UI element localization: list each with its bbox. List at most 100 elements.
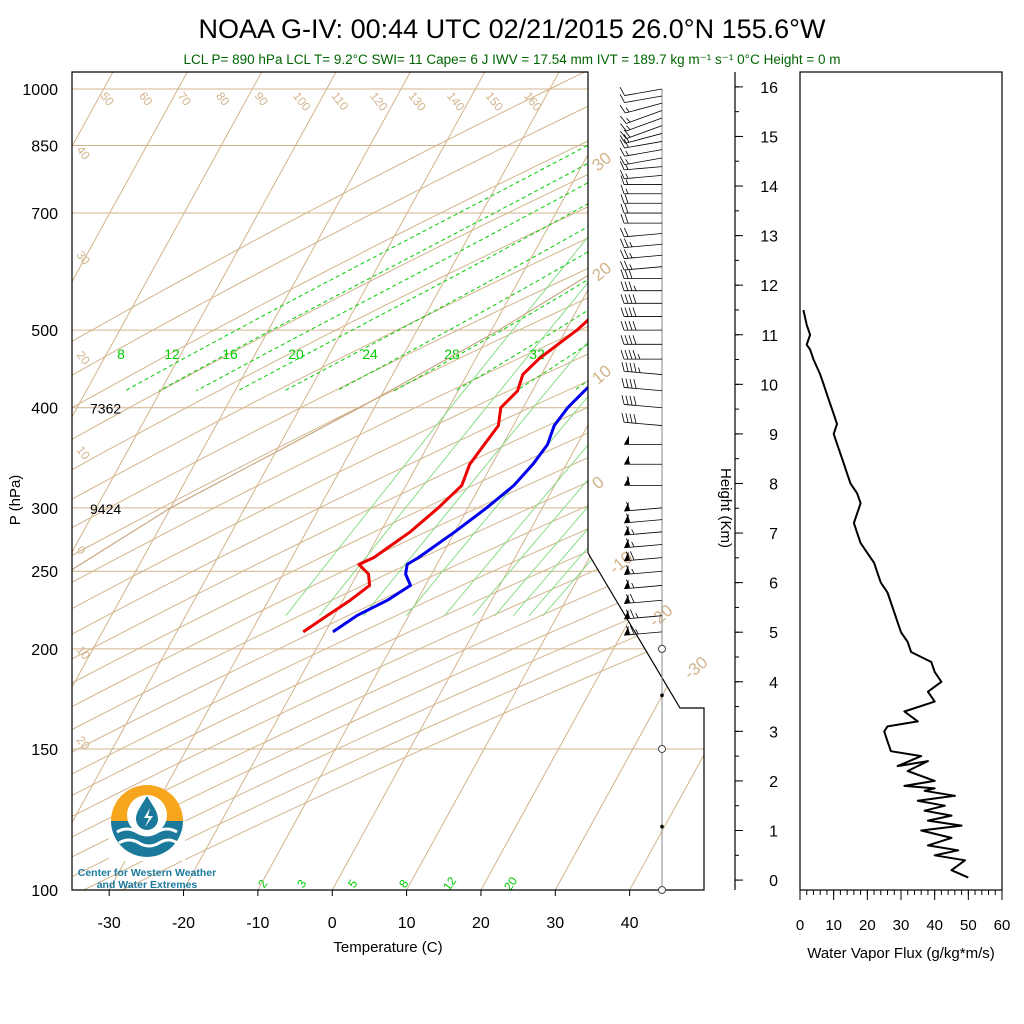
dry-adiabat-line xyxy=(72,72,704,890)
wind-barb xyxy=(620,203,662,214)
logo-text-line1: Center for Western Weather xyxy=(78,867,216,879)
height-tick-label: 5 xyxy=(769,625,778,642)
wind-barb xyxy=(624,455,662,465)
wind-barb xyxy=(620,227,663,238)
adiabat-label: 0 xyxy=(588,472,607,493)
dry-adiabat-line xyxy=(72,72,704,890)
height-tick-label: 11 xyxy=(761,328,778,345)
isotherm-label: 90 xyxy=(252,89,271,108)
dry-adiabat-line xyxy=(83,72,704,890)
isotherm-label: 60 xyxy=(136,89,155,108)
skewt-background-lines xyxy=(72,72,704,890)
adiabat-label: -30 xyxy=(680,653,711,683)
isotherm-line xyxy=(72,72,188,890)
wind-barb xyxy=(624,513,663,524)
wind-barb xyxy=(621,361,663,375)
calm-wind-marker xyxy=(658,886,666,894)
height-tick-label: 7 xyxy=(769,526,778,543)
mixing-ratio-line xyxy=(285,72,704,617)
flux-tick-label: 50 xyxy=(960,917,977,934)
isotherm-line xyxy=(703,72,704,890)
height-tick-label: 14 xyxy=(760,179,778,196)
height-tick-label: 3 xyxy=(769,724,778,741)
pressure-tick-label: 150 xyxy=(31,742,58,759)
wind-barb xyxy=(624,593,663,604)
wind-barb xyxy=(624,579,663,590)
flux-tick-label: 0 xyxy=(796,917,804,934)
wind-barb xyxy=(620,349,662,360)
isotherm-label: 150 xyxy=(483,89,507,114)
height-tick-label: 0 xyxy=(769,873,778,890)
moist-adiabat-line xyxy=(515,72,704,392)
isotherm-label: 30 xyxy=(74,248,93,267)
isotherm-label: 70 xyxy=(175,89,194,108)
moist-adiabat-line xyxy=(196,72,704,392)
moist-adiabat-line xyxy=(237,72,704,392)
pressure-tick-label: 850 xyxy=(31,139,58,156)
dry-adiabat-line xyxy=(72,72,704,890)
skewt-border xyxy=(71,71,705,891)
isotherm-label: 120 xyxy=(367,89,391,114)
height-tick-label: 6 xyxy=(769,576,778,593)
isotherm-label: 130 xyxy=(406,89,430,114)
dry-adiabat-line xyxy=(72,72,585,890)
mixing-ratio-label: 16 xyxy=(222,346,238,362)
chart-subtitle: LCL P= 890 hPa LCL T= 9.2°C SWI= 11 Cape… xyxy=(184,52,841,67)
temperature-tick-label: 30 xyxy=(546,915,564,932)
dry-adiabat-line xyxy=(72,72,704,890)
flux-line xyxy=(802,309,969,879)
dry-adiabat-line xyxy=(72,72,704,890)
dry-adiabat-line xyxy=(72,72,661,890)
height-tick-label: 1 xyxy=(769,824,778,841)
mixing-ratio-line xyxy=(542,72,704,617)
mixing-ratio-label: 24 xyxy=(362,346,378,362)
dewpoint-line xyxy=(332,87,704,634)
temperature-tick-label: -20 xyxy=(172,915,195,932)
dry-adiabat-line xyxy=(72,72,704,890)
cw3e-logo: Center for Western Weather and Water Ext… xyxy=(78,785,216,891)
pressure-tick-label: 1000 xyxy=(22,82,58,99)
dry-adiabat-line xyxy=(72,72,704,890)
wind-barb xyxy=(624,538,663,549)
isotherm-line xyxy=(554,72,704,890)
wind-barb xyxy=(620,175,662,185)
wind-barb xyxy=(620,169,663,180)
wind-barb xyxy=(620,184,662,195)
pressure-tick-label: 250 xyxy=(31,564,58,581)
flux-tick-label: 10 xyxy=(825,917,842,934)
wind-barb xyxy=(620,269,662,279)
dry-adiabat-line xyxy=(121,72,704,890)
mixing-ratio-label: 8 xyxy=(396,877,411,891)
wind-barb xyxy=(624,476,662,486)
wind-barbs xyxy=(619,87,666,894)
height-tick-label: 4 xyxy=(769,675,778,692)
isotherm-label: 10 xyxy=(74,643,93,662)
pressure-tick-label: 400 xyxy=(31,401,58,418)
wind-barb xyxy=(620,161,663,171)
dry-adiabat-line xyxy=(72,72,704,890)
dry-adiabat-line xyxy=(72,72,704,890)
wind-barb xyxy=(620,110,663,124)
temperature-tick-label: 0 xyxy=(328,915,337,932)
wind-barb xyxy=(624,565,663,575)
calm-wind-marker xyxy=(658,744,666,753)
isotherm-line xyxy=(108,72,560,890)
height-tick-label: 8 xyxy=(769,476,778,493)
temperature-tick-label: 10 xyxy=(398,915,416,932)
wind-barb xyxy=(619,94,663,103)
skewt-line-labels: 50 60 70 80 90 100 110 120 130 140 150 160403020100… xyxy=(74,89,712,893)
wind-barb xyxy=(620,307,662,317)
wind-barb xyxy=(621,412,663,426)
geopotential-height-label: 7362 xyxy=(90,401,121,417)
wind-barb xyxy=(624,609,663,620)
temperature-tick-label: 40 xyxy=(621,915,639,932)
adiabat-label: 10 xyxy=(588,361,615,388)
dry-adiabat-line xyxy=(72,72,704,890)
wind-barb xyxy=(619,147,663,157)
dry-adiabat-line xyxy=(72,72,704,890)
dry-adiabat-line xyxy=(72,72,704,890)
isotherm-line xyxy=(406,72,704,890)
parcel-line xyxy=(72,88,704,890)
mixing-ratio-label: 12 xyxy=(164,346,180,362)
